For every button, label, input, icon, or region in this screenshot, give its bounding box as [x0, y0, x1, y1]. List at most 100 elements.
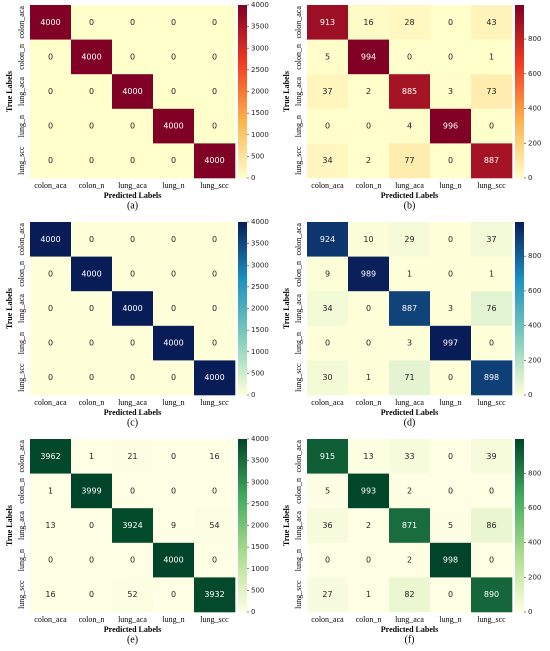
heatmap-cell [307, 325, 349, 361]
heatmap-cell [153, 222, 195, 257]
cell-label: 0 [48, 122, 53, 131]
x-axis-title: Predicted Labels [104, 191, 161, 200]
heatmap-cell [194, 291, 236, 327]
cell-label: 43 [486, 18, 496, 27]
cell-label: 0 [212, 87, 217, 96]
cell-label: 0 [448, 373, 453, 382]
x-tick-label: colon_n [356, 398, 382, 407]
cell-label: 0 [171, 235, 176, 244]
cell-label: 52 [127, 590, 137, 599]
cell-label: 2 [407, 486, 412, 495]
cell-label: 0 [366, 122, 371, 131]
heatmap-cell [112, 325, 154, 361]
cell-label: 0 [171, 373, 176, 382]
y-tick-label: lung_n [17, 115, 26, 137]
cell-label: 4000 [204, 156, 224, 165]
x-axis-title: Predicted Labels [104, 408, 161, 417]
heatmap-cell [348, 39, 390, 75]
heatmap-cell [71, 222, 113, 257]
y-tick-label: lung_n [294, 332, 303, 354]
cell-label: 1 [489, 269, 494, 278]
y-axis-title: True Labels [5, 288, 14, 329]
cell-label: 0 [448, 452, 453, 461]
cell-label: 1 [489, 52, 494, 61]
cell-label: 0 [89, 304, 94, 313]
cell-label: 0 [171, 52, 176, 61]
cell-label: 5 [325, 52, 330, 61]
cell-label: 37 [486, 235, 496, 244]
colorbar-tick-label: 2000 [251, 88, 269, 96]
cell-label: 0 [448, 590, 453, 599]
colorbar-tick-label: 1000 [251, 348, 269, 356]
heatmap-cell [348, 542, 390, 578]
cell-label: 16 [45, 590, 55, 599]
cell-label: 0 [448, 269, 453, 278]
heatmap-cell [389, 439, 431, 474]
cell-label: 0 [212, 556, 217, 565]
y-axis-title: True Labels [282, 288, 291, 329]
colorbar-tick-label: 0 [251, 174, 255, 182]
cell-label: 13 [363, 452, 373, 461]
heatmap-cell [30, 74, 72, 110]
heatmap-cell [389, 108, 431, 144]
y-tick-label: colon_n [294, 478, 303, 504]
y-axis-title: True Labels [282, 505, 291, 546]
cell-label: 0 [366, 304, 371, 313]
cell-label: 0 [212, 235, 217, 244]
cell-label: 73 [486, 87, 496, 96]
y-tick-label: colon_aca [17, 223, 26, 256]
cell-label: 0 [89, 18, 94, 27]
heatmap-cell [112, 577, 154, 613]
cell-label: 3932 [204, 590, 224, 599]
heatmap-cell [471, 325, 513, 361]
heatmap-cell [153, 5, 195, 40]
heatmap-cell [307, 542, 349, 578]
cell-label: 0 [171, 452, 176, 461]
heatmap-cell [307, 256, 349, 292]
heatmap-cell [307, 5, 349, 40]
cell-label: 0 [89, 122, 94, 131]
heatmap-cell [153, 108, 195, 144]
heatmap-cell [389, 360, 431, 396]
cell-label: 0 [48, 304, 53, 313]
x-tick-label: lung_n [439, 615, 461, 624]
cell-label: 3924 [122, 521, 142, 530]
heatmap-cell [30, 143, 72, 179]
colorbar-tick-label: 3000 [251, 261, 269, 269]
y-tick-label: colon_aca [294, 223, 303, 256]
colorbar-tick-label: 600 [528, 504, 541, 512]
heatmap-cell [153, 439, 195, 474]
cell-label: 0 [212, 304, 217, 313]
cell-label: 4000 [81, 269, 101, 278]
cell-label: 994 [361, 52, 376, 61]
cell-label: 2 [407, 556, 412, 565]
y-tick-label: lung_scc [17, 580, 26, 609]
heatmap-cell [194, 439, 236, 474]
cell-label: 996 [443, 122, 458, 131]
panel-label: (f) [405, 634, 415, 645]
heatmap-cell [430, 39, 472, 75]
cell-label: 0 [212, 122, 217, 131]
cell-label: 0 [325, 339, 330, 348]
colorbar-tick-label: 500 [251, 369, 264, 377]
cell-label: 3 [448, 87, 453, 96]
heatmap-cell [430, 439, 472, 474]
heatmap-cell [430, 325, 472, 361]
heatmap-cell [153, 143, 195, 179]
y-tick-label: colon_n [17, 44, 26, 70]
cell-label: 86 [486, 521, 496, 530]
heatmap-cell [112, 222, 154, 257]
x-tick-label: colon_aca [34, 398, 67, 407]
cell-label: 36 [322, 521, 332, 530]
cell-label: 0 [89, 521, 94, 530]
cell-label: 0 [89, 87, 94, 96]
heatmap-cell [194, 473, 236, 509]
heatmap-cell [71, 143, 113, 179]
x-tick-label: lung_aca [395, 615, 424, 624]
colorbar-tick-label: 400 [528, 105, 541, 113]
cell-label: 0 [171, 590, 176, 599]
cell-label: 4000 [40, 235, 60, 244]
cell-label: 82 [404, 590, 414, 599]
heatmap-cell [112, 360, 154, 396]
x-tick-label: colon_n [79, 181, 105, 190]
